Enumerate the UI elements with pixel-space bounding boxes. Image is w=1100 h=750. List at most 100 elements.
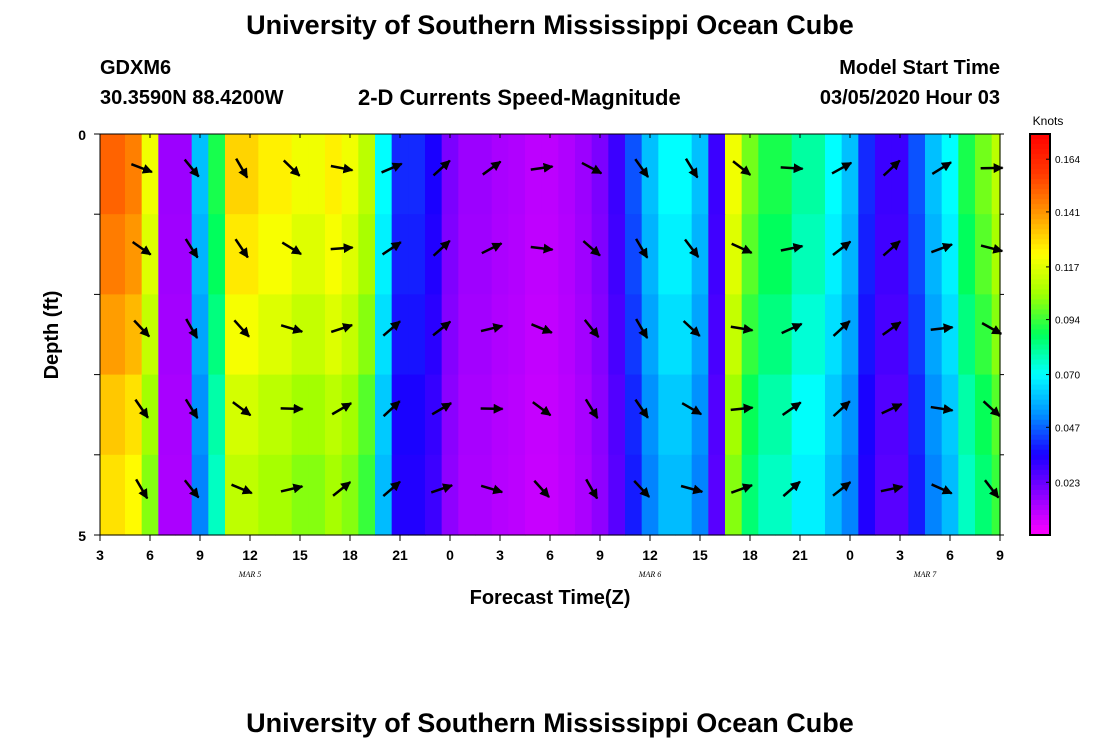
heatmap-cell xyxy=(108,454,126,536)
heatmap-cell xyxy=(391,454,409,536)
heatmap-cell xyxy=(308,374,326,456)
heatmap-cell xyxy=(241,294,259,376)
heatmap-cell xyxy=(241,454,259,536)
colorbar-segment xyxy=(1030,339,1050,346)
heatmap-cell xyxy=(841,134,859,215)
colorbar-segment xyxy=(1030,429,1050,436)
heatmap-cell xyxy=(608,294,626,376)
heatmap-cell xyxy=(191,214,209,295)
x-tick-label: 12 xyxy=(642,547,658,563)
heatmap-cell xyxy=(100,374,109,456)
heatmap-cell xyxy=(175,214,193,295)
heatmap-cell xyxy=(275,214,293,295)
heatmap-cell xyxy=(591,134,609,215)
speed-heatmap xyxy=(100,134,1001,536)
current-vector xyxy=(832,320,851,337)
colorbar-units: Knots xyxy=(1033,114,1064,128)
current-vector xyxy=(183,158,200,178)
heatmap-cell xyxy=(891,214,909,295)
heatmap-cell xyxy=(708,374,726,456)
heatmap-cell xyxy=(358,294,376,376)
heatmap-cell xyxy=(391,214,409,295)
heatmap-cell xyxy=(658,294,676,376)
x-axis: 3 6 9 12 15 18 21 0 3 6 9 12 15 18 21 0 3 6 9 MAR 5 MAR 6 MAR… xyxy=(96,134,1004,579)
heatmap-cell xyxy=(141,374,159,456)
x-tick-label: 3 xyxy=(96,547,104,563)
current-vector xyxy=(280,324,304,334)
colorbar-segment xyxy=(1030,264,1050,270)
heatmap-cell xyxy=(158,454,176,536)
heatmap-cell xyxy=(725,294,743,376)
colorbar-segment xyxy=(1030,434,1050,441)
current-vector xyxy=(480,484,504,495)
y-tick-label: 5 xyxy=(78,528,86,544)
heatmap-cell xyxy=(841,374,859,456)
heatmap-cell xyxy=(491,294,509,376)
current-vector xyxy=(233,319,250,338)
heatmap-cell xyxy=(208,134,226,215)
heatmap-cell xyxy=(991,134,1001,215)
current-vector xyxy=(431,402,453,416)
heatmap-cell xyxy=(541,134,559,215)
heatmap-cell xyxy=(858,374,876,456)
x-tick-label: 6 xyxy=(146,547,154,563)
heatmap-cell xyxy=(958,134,976,215)
heatmap-cell xyxy=(125,374,143,456)
heatmap-cell xyxy=(591,454,609,536)
colorbar-segment xyxy=(1030,239,1050,245)
colorbar-tick-label: 0.047 xyxy=(1055,423,1080,434)
heatmap-cell xyxy=(758,294,776,376)
x-tick-label: 18 xyxy=(342,547,358,563)
heatmap-cell xyxy=(625,374,643,456)
colorbar-segment xyxy=(1030,204,1050,210)
heatmap-cell xyxy=(775,134,793,215)
heatmap-cell xyxy=(291,134,309,215)
current-vector xyxy=(781,322,803,335)
heatmap-cell xyxy=(141,294,159,376)
colorbar-segment xyxy=(1030,514,1050,521)
heatmap-cell xyxy=(725,374,743,456)
heatmap-cell xyxy=(758,454,776,536)
heatmap-cell xyxy=(125,454,143,536)
heatmap-cell xyxy=(208,454,226,536)
model-start-value: 03/05/2020 Hour 03 xyxy=(819,87,1000,109)
colorbar-segment xyxy=(1030,289,1050,295)
heatmap-cell xyxy=(458,134,476,215)
heatmap-cell xyxy=(125,294,143,376)
heatmap-cell xyxy=(208,214,226,295)
heatmap-cell xyxy=(975,374,993,456)
heatmap-cell xyxy=(808,294,826,376)
current-vector xyxy=(530,162,554,173)
heatmap-cell xyxy=(508,134,526,215)
heatmap-cell xyxy=(575,374,593,456)
heatmap-cell xyxy=(458,374,476,456)
heatmap-cell xyxy=(575,214,593,295)
station-id: GDXM6 xyxy=(100,57,172,79)
heatmap-cell xyxy=(391,374,409,456)
heatmap-cell xyxy=(125,134,143,215)
colorbar-frame xyxy=(1029,133,1051,536)
heatmap-cell xyxy=(791,374,809,456)
current-vector xyxy=(832,400,851,418)
current-vector xyxy=(531,323,553,334)
heatmap-cell xyxy=(225,454,243,536)
heatmap-cell xyxy=(241,134,259,215)
heatmap-cell xyxy=(475,454,493,536)
current-vector xyxy=(780,243,804,253)
current-vector xyxy=(130,163,153,174)
current-vector xyxy=(430,483,454,494)
heatmap-cell xyxy=(100,294,109,376)
heatmap-cell xyxy=(708,134,726,215)
heatmap-cell xyxy=(491,214,509,295)
heatmap-cell xyxy=(558,374,576,456)
colorbar-segment xyxy=(1030,409,1050,416)
heatmap-cell xyxy=(191,134,209,215)
heatmap-cell xyxy=(108,134,126,215)
heatmap-cell xyxy=(675,454,693,536)
colorbar-segment xyxy=(1030,154,1050,160)
colorbar-segment xyxy=(1030,249,1050,255)
heatmap-cell xyxy=(158,134,176,215)
heatmap-cell xyxy=(541,454,559,536)
current-vector xyxy=(931,483,953,495)
